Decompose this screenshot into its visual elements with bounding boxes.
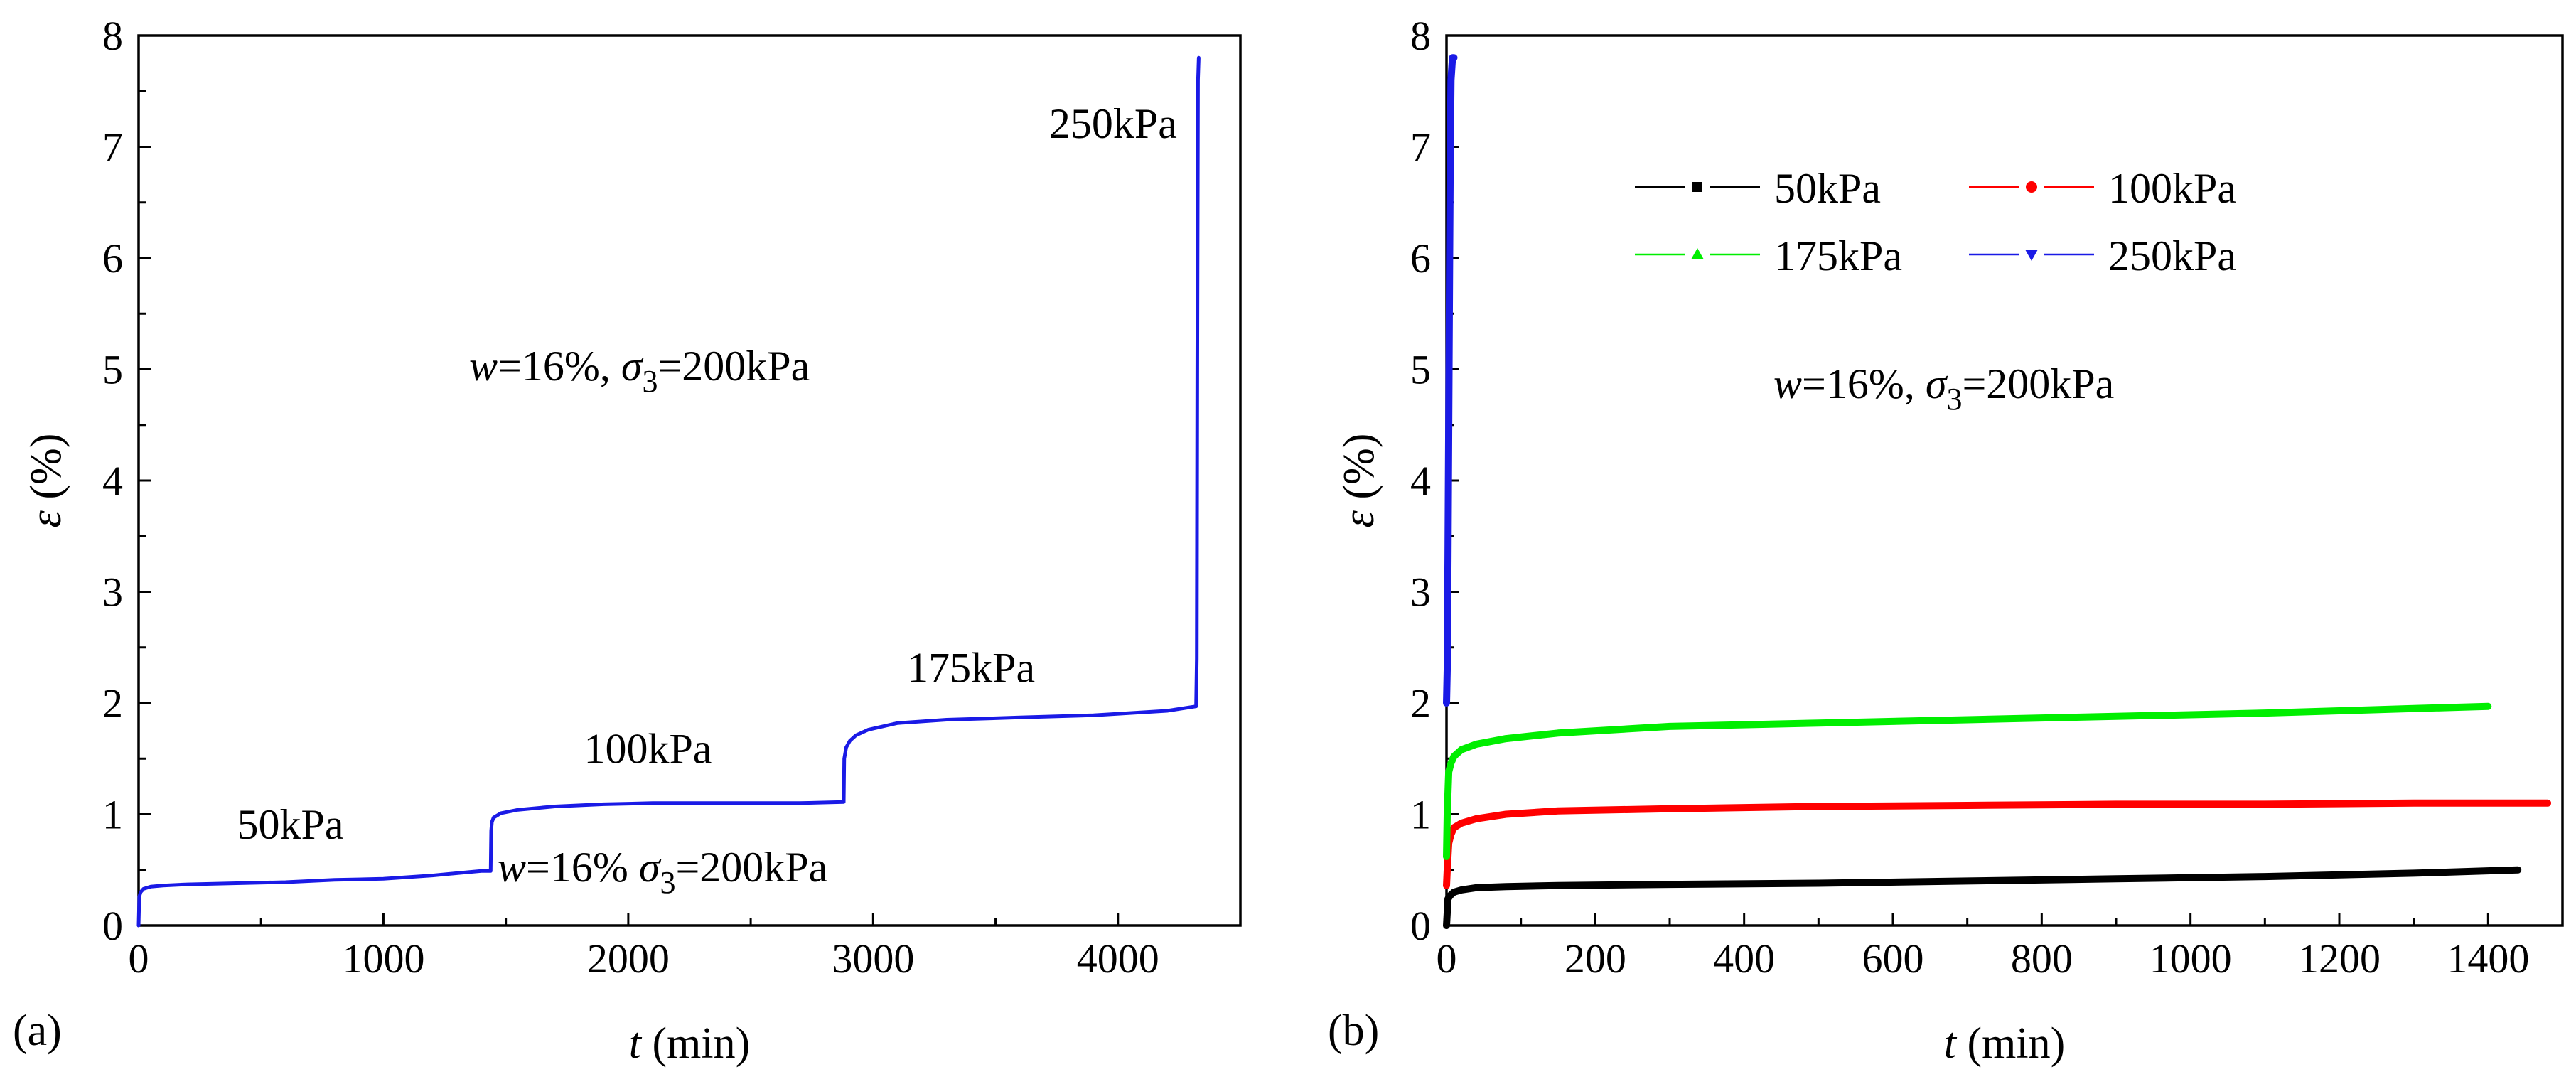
legend-item-250kPa: 250kPa: [1969, 232, 2236, 279]
panel-b-ticks: [1445, 34, 2564, 927]
x-tick-label: 0: [129, 935, 149, 982]
y-tick-label: 1: [1410, 792, 1431, 838]
panel-a-y-tick-labels: 0 1 2 3 4 5 6 7 8: [102, 13, 123, 949]
panel-b-y-axis-label: ε (%): [1335, 434, 1383, 528]
panel-a-letter: (a): [13, 1007, 62, 1055]
y-tick-label: 3: [1410, 569, 1431, 616]
y-tick-label: 6: [102, 235, 123, 281]
panel-a-frame: [137, 34, 1242, 927]
x-tick-label: 2000: [587, 935, 670, 982]
y-tick-label: 1: [102, 792, 123, 838]
legend-label: 100kPa: [2108, 165, 2236, 212]
panel-a-annotations: 50kPa 100kPa 175kPa 250kPa: [237, 100, 1177, 848]
x-tick-label: 1000: [2150, 935, 2232, 982]
x-tick-label: 1200: [2298, 935, 2381, 982]
x-tick-label: 600: [1862, 935, 1924, 982]
panel-b-plot-area: [1443, 34, 2564, 929]
y-tick-label: 4: [1410, 458, 1431, 504]
panel-a-x-axis-label: t (min): [629, 1019, 750, 1068]
annotation-a175: 175kPa: [907, 644, 1035, 691]
y-tick-label: 3: [102, 569, 123, 616]
panel-b-condition: w=16%, σ3=200kPa: [1773, 360, 2114, 417]
x-tick-label: 3000: [832, 935, 914, 982]
legend-label: 175kPa: [1774, 232, 1902, 279]
legend-item-175kPa: 175kPa: [1635, 232, 1902, 279]
panel-b-y-tick-labels: 0 1 2 3 4 5 6 7 8: [1410, 13, 1431, 949]
legend-marker-triangle-up: [1691, 248, 1704, 259]
y-tick-label: 6: [1410, 235, 1431, 281]
panel-a-x-tick-labels: 0 1000 2000 3000 4000: [129, 935, 1159, 982]
legend-marker-square: [1692, 182, 1702, 192]
panel-b-frame: [1445, 34, 2564, 927]
chart-panel-a: 0 1000 2000 3000 4000 0 1 2 3 4 5 6 7 8 t (min) ε (%…: [13, 13, 1242, 1068]
panel-a-plot-area: [136, 34, 1242, 928]
legend-label: 250kPa: [2108, 232, 2236, 279]
x-tick-label: 800: [2011, 935, 2073, 982]
y-tick-label: 2: [1410, 680, 1431, 726]
annotation-a100: 100kPa: [584, 726, 712, 773]
series-line-175kPa: [1443, 702, 2492, 860]
chart-panel-b: 0 200 400 600 800 1000 1200 1400 0 1 2 3 4 5 6 7 8 t (m…: [1328, 13, 2564, 1068]
series-line-50kPa: [1443, 866, 2522, 929]
x-tick-label: 1000: [342, 935, 424, 982]
panel-b-legend: 50kPa 100kPa 175kPa 250kPa: [1635, 165, 2236, 279]
x-tick-label: 400: [1713, 935, 1775, 982]
y-tick-label: 4: [102, 458, 123, 504]
y-tick-label: 8: [102, 13, 123, 59]
panel-b-x-axis-label: t (min): [1944, 1019, 2065, 1068]
panel-a-condition-upper: w=16%, σ3=200kPa: [469, 343, 810, 399]
x-tick-label: 0: [1437, 935, 1457, 982]
x-tick-label: 1400: [2447, 935, 2529, 982]
annotation-a50: 50kPa: [237, 801, 344, 848]
y-tick-label: 7: [102, 124, 123, 171]
legend-item-50kPa: 50kPa: [1635, 165, 1881, 212]
series-line-250kPa: [1443, 54, 1458, 707]
panel-a-series: [136, 55, 1201, 928]
legend-marker-triangle-down: [2025, 250, 2038, 261]
panel-a-y-axis-label: ε (%): [22, 434, 70, 528]
y-tick-label: 0: [102, 903, 123, 949]
x-tick-label: 200: [1565, 935, 1626, 982]
y-tick-label: 2: [102, 680, 123, 726]
y-tick-label: 7: [1410, 124, 1431, 171]
legend-label: 50kPa: [1774, 165, 1881, 212]
y-tick-label: 0: [1410, 903, 1431, 949]
annotation-a250: 250kPa: [1049, 100, 1177, 147]
y-tick-label: 5: [1410, 347, 1431, 393]
panel-a-condition-lower: w=16% σ3=200kPa: [498, 844, 827, 900]
panel-b-series: [1443, 54, 2552, 929]
y-tick-label: 5: [102, 347, 123, 393]
panel-b-x-tick-labels: 0 200 400 600 800 1000 1200 1400: [1437, 935, 2530, 982]
legend-item-100kPa: 100kPa: [1969, 165, 2236, 212]
y-tick-label: 8: [1410, 13, 1431, 59]
panel-a-ticks: [137, 34, 1242, 927]
series-line-creep: [136, 55, 1201, 928]
x-tick-label: 4000: [1077, 935, 1159, 982]
legend-marker-circle: [2026, 181, 2037, 193]
panel-b-letter: (b): [1328, 1007, 1379, 1055]
